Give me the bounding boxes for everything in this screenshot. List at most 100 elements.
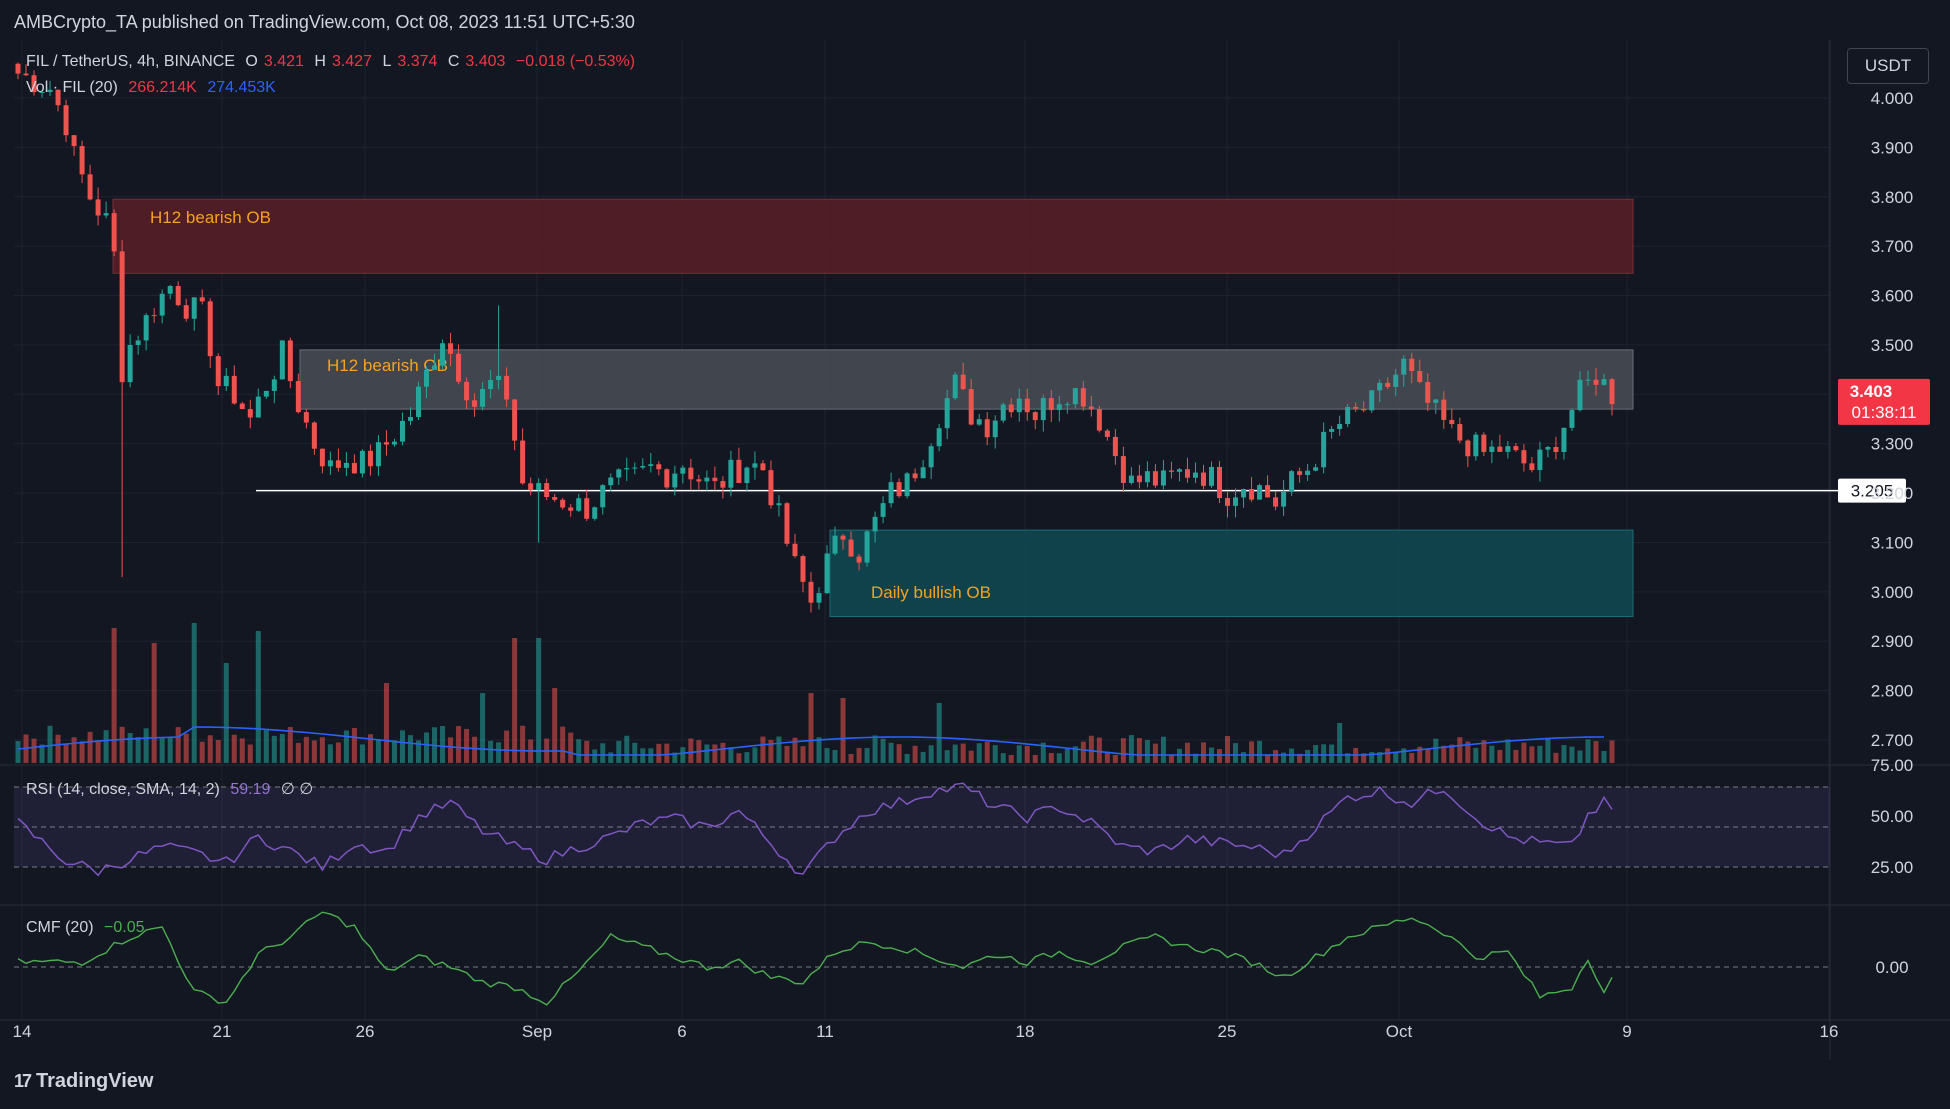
x-tick-label: 21 bbox=[213, 1022, 232, 1041]
candle-body bbox=[1048, 398, 1054, 411]
candle-body bbox=[736, 459, 742, 483]
candle-body bbox=[1192, 472, 1198, 478]
volume-bar bbox=[199, 741, 205, 763]
countdown-label: 01:38:11 bbox=[1852, 403, 1917, 422]
volume-bar bbox=[1537, 745, 1543, 763]
currency-button[interactable]: USDT bbox=[1847, 48, 1929, 84]
candle-body bbox=[416, 386, 422, 417]
volume-bar bbox=[1184, 742, 1190, 763]
volume-bar bbox=[239, 738, 245, 763]
volume-bar bbox=[1465, 741, 1471, 763]
volume-bar bbox=[167, 736, 173, 763]
candle-body bbox=[808, 581, 814, 603]
candle-body bbox=[656, 464, 662, 470]
candle-body bbox=[1369, 390, 1375, 411]
candle-body bbox=[151, 315, 157, 317]
candle-body bbox=[191, 297, 197, 319]
candle-body bbox=[480, 388, 486, 407]
candle-body bbox=[1024, 398, 1030, 413]
volume-bar bbox=[632, 742, 638, 763]
volume-bar bbox=[383, 683, 389, 763]
candle-body bbox=[632, 467, 638, 469]
candle-body bbox=[1417, 370, 1423, 383]
volume-bar bbox=[1313, 745, 1319, 763]
candle-body bbox=[720, 481, 726, 488]
rsi-line bbox=[17, 782, 1613, 877]
volume-bar bbox=[71, 737, 77, 763]
zone-bearish bbox=[112, 198, 1634, 274]
volume-bar bbox=[1473, 747, 1479, 763]
candle-body bbox=[1561, 427, 1567, 453]
volume-bar bbox=[1425, 748, 1431, 763]
candles bbox=[15, 62, 1615, 613]
candle-body bbox=[1016, 398, 1022, 413]
volume-bar bbox=[896, 744, 902, 763]
volume-bar bbox=[231, 734, 237, 763]
volume-bar bbox=[1056, 753, 1062, 763]
zone-bullish bbox=[829, 529, 1634, 618]
volume-bar bbox=[1489, 745, 1495, 763]
volume-bar bbox=[311, 740, 317, 763]
candle-body bbox=[1233, 497, 1239, 506]
volume-bar bbox=[1064, 748, 1070, 763]
volume-bar bbox=[375, 739, 381, 763]
price-tick-label: 3.100 bbox=[1871, 533, 1914, 552]
volume-bar bbox=[1329, 744, 1335, 763]
candle-body bbox=[768, 470, 774, 506]
cmf-label[interactable]: CMF (20) bbox=[26, 919, 94, 936]
candle-body bbox=[1401, 358, 1407, 375]
candle-body bbox=[792, 543, 798, 557]
volume-bar bbox=[63, 744, 69, 763]
volume-bar bbox=[744, 752, 750, 763]
last-price-label: 3.403 bbox=[1850, 382, 1893, 401]
volume-bar bbox=[912, 745, 918, 763]
volume-bar bbox=[736, 753, 742, 763]
candle-body bbox=[1465, 440, 1471, 457]
volume-bar bbox=[584, 740, 590, 763]
rsi-tick-label: 25.00 bbox=[1871, 858, 1914, 877]
volume-bar bbox=[207, 735, 213, 763]
candle-body bbox=[624, 468, 630, 470]
volume-bar bbox=[792, 737, 798, 763]
candle-body bbox=[271, 379, 277, 391]
candle-body bbox=[1289, 471, 1295, 492]
volume-bar bbox=[335, 742, 341, 763]
symbol-label[interactable]: FIL / TetherUS, 4h, BINANCE bbox=[26, 53, 235, 70]
volume-bar bbox=[1249, 741, 1255, 763]
volume-bar bbox=[776, 736, 782, 763]
volume-bar bbox=[95, 740, 101, 763]
price-tick-label: 2.800 bbox=[1871, 682, 1914, 701]
volume-bar bbox=[856, 747, 862, 763]
candle-body bbox=[944, 398, 950, 429]
volume-bar bbox=[456, 726, 462, 763]
candle-body bbox=[1457, 424, 1463, 441]
volume-bar bbox=[1481, 740, 1487, 763]
volume-bar bbox=[464, 728, 470, 763]
volume-bar bbox=[1104, 751, 1110, 763]
candle-body bbox=[840, 535, 846, 540]
volume-bar bbox=[1144, 739, 1150, 763]
volume-bar bbox=[31, 738, 37, 763]
volume-bar bbox=[808, 693, 814, 763]
candle-body bbox=[1577, 379, 1583, 411]
volume-bar bbox=[1305, 749, 1311, 763]
candle-body bbox=[952, 374, 958, 399]
volume-bar bbox=[936, 703, 942, 763]
volume-bar bbox=[255, 631, 261, 763]
candle-body bbox=[1008, 404, 1014, 413]
candle-body bbox=[1273, 497, 1279, 507]
candle-body bbox=[1072, 388, 1078, 405]
volume-label[interactable]: Vol · FIL (20) bbox=[26, 79, 118, 96]
candle-body bbox=[1505, 446, 1511, 452]
candle-body bbox=[87, 174, 93, 200]
volume-value: 266.214K bbox=[128, 79, 197, 96]
volume-bar bbox=[1337, 723, 1343, 763]
candle-body bbox=[55, 89, 61, 106]
candle-body bbox=[1537, 449, 1543, 471]
price-tick-label: 3.800 bbox=[1871, 188, 1914, 207]
candle-body bbox=[327, 460, 333, 467]
rsi-label[interactable]: RSI (14, close, SMA, 14, 2) bbox=[26, 781, 220, 798]
candle-body bbox=[1080, 388, 1086, 407]
candle-body bbox=[880, 503, 886, 517]
